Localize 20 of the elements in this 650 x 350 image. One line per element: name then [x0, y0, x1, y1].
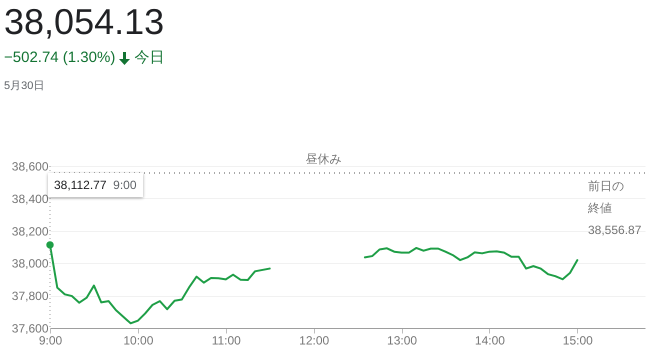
chart-subtitle: −502.74 (1.30%) [4, 48, 116, 68]
x-tick-label: 14:00 [474, 334, 506, 348]
y-tick-label: 38,200 [12, 224, 49, 238]
y-tick-label: 38,000 [12, 256, 49, 271]
y-tick-label: 38,400 [12, 192, 49, 206]
text: 5月30日 [4, 79, 46, 93]
x-tick-label: 13:00 [387, 334, 418, 348]
x-tick-label: 11:00 [212, 334, 242, 348]
x-tick-label: 10:00 [123, 334, 154, 348]
x-tick-label: 12:00 [299, 334, 330, 348]
y-tick-label: 37,800 [12, 289, 49, 304]
ref-line-label: 前日の終値38,556.87 [588, 178, 642, 239]
x-tick-label: 15:00 [562, 334, 594, 348]
y-tick-label: 37,600 [12, 322, 49, 336]
text: 昼休み [306, 151, 342, 168]
y-tick-label: 38,600 [12, 160, 49, 174]
text: 今日 [134, 48, 164, 68]
annotation: 38,112.77 9:00 [48, 173, 143, 197]
chart-title: 38,054.13 [4, 0, 164, 44]
x-tick-label: 9:00 [38, 334, 62, 348]
